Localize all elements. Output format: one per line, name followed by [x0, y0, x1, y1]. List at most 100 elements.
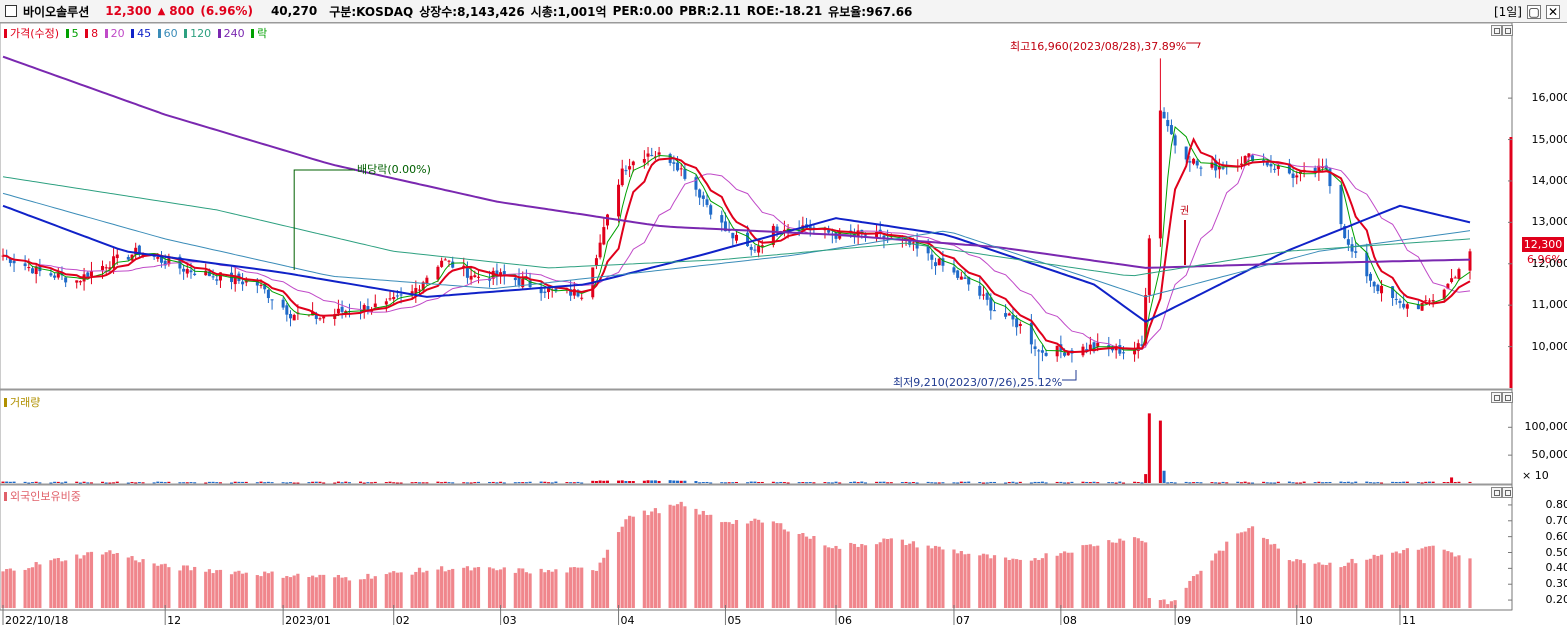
- candle: [978, 285, 982, 296]
- foreign-bar: [64, 560, 68, 608]
- candle: [8, 258, 12, 263]
- foreign-bar: [1007, 559, 1011, 608]
- volume-bar: [82, 481, 86, 483]
- volume-bar: [1236, 481, 1240, 483]
- candle: [204, 270, 208, 276]
- volume-maximize-icon[interactable]: [1491, 392, 1502, 403]
- candle: [1169, 125, 1173, 135]
- foreign-bar: [911, 541, 916, 608]
- restore-icon[interactable]: ▢: [1527, 4, 1541, 19]
- candle: [1195, 160, 1199, 166]
- foreign-bar: [185, 565, 189, 608]
- candle: [410, 291, 414, 295]
- volume-bar: [760, 481, 764, 483]
- foreign-bar: [668, 504, 672, 608]
- volume-bar: [1221, 481, 1225, 483]
- volume-bar: [64, 481, 68, 483]
- foreign-maximize-icon[interactable]: [1491, 487, 1502, 498]
- foreign-close-icon[interactable]: [1502, 487, 1513, 498]
- volume-bar: [886, 482, 890, 484]
- candle: [476, 276, 480, 278]
- volume-bar: [720, 482, 724, 484]
- volume-bar: [1015, 482, 1019, 484]
- volume-bar: [823, 482, 827, 484]
- foreign-bar: [1210, 560, 1214, 608]
- foreign-bar: [1188, 580, 1192, 608]
- volume-bar: [657, 480, 661, 483]
- volume-bar: [1110, 482, 1114, 484]
- candle: [1088, 344, 1092, 350]
- low-annotation: 최저9,210(2023/07/26),25.12%: [893, 376, 1063, 389]
- volume-bar: [5, 481, 9, 483]
- candle: [418, 289, 422, 291]
- foreign-bar: [727, 522, 731, 608]
- volume-close-icon[interactable]: [1502, 392, 1513, 403]
- volume-bar: [1059, 481, 1063, 483]
- volume-bar: [517, 482, 521, 484]
- candle: [735, 234, 738, 241]
- volume-bar: [757, 482, 761, 484]
- foreign-bar: [1214, 553, 1218, 608]
- foreign-bar: [281, 577, 285, 608]
- select-checkbox[interactable]: [5, 5, 17, 17]
- foreign-bar: [930, 548, 934, 608]
- current-price: 12,300: [105, 4, 152, 18]
- foreign-bar: [517, 568, 521, 608]
- volume-bar: [1007, 482, 1011, 484]
- candle: [698, 189, 702, 198]
- foreign-bar: [49, 560, 53, 608]
- candle: [137, 245, 141, 255]
- close-icon[interactable]: ✕: [1546, 4, 1560, 19]
- volume-bar: [491, 481, 495, 483]
- candle: [723, 221, 727, 232]
- stock-name[interactable]: 바이오솔루션: [23, 4, 90, 19]
- volume-bar: [1324, 482, 1328, 484]
- volume-bar: [104, 482, 108, 484]
- foreign-bar: [1295, 559, 1299, 608]
- volume-bar: [1192, 482, 1196, 484]
- foreign-bar: [554, 569, 558, 608]
- foreign-bar: [513, 572, 517, 608]
- candle: [580, 297, 584, 299]
- volume-bar: [1298, 482, 1302, 484]
- x-tick: 12: [167, 614, 182, 627]
- candle: [373, 303, 377, 308]
- price-y-tick: 16,000: [1531, 91, 1567, 105]
- candle: [963, 277, 967, 279]
- candle: [1262, 159, 1266, 161]
- volume-bar: [605, 480, 609, 483]
- volume-bar: [1114, 482, 1118, 484]
- candle: [241, 281, 245, 285]
- x-tick: 06: [838, 614, 853, 627]
- foreign-bar: [904, 545, 908, 608]
- candle: [1276, 165, 1280, 169]
- volume-bar: [167, 481, 171, 483]
- volume-bar: [565, 482, 569, 484]
- period-selector[interactable]: [1일]: [1493, 5, 1522, 19]
- candle: [1398, 300, 1402, 303]
- foreign-bar: [30, 567, 35, 608]
- foreign-bar: [675, 504, 680, 608]
- price-y-tick: 10,000: [1531, 339, 1567, 353]
- candle: [1192, 158, 1196, 164]
- volume-unit: × 10: [1522, 469, 1549, 482]
- foreign-bar: [1040, 558, 1045, 608]
- candle: [1251, 155, 1255, 162]
- volume-bar: [440, 482, 444, 484]
- volume-bar: [672, 480, 676, 483]
- foreign-bar: [60, 561, 64, 608]
- foreign-bar: [395, 572, 399, 608]
- candle: [49, 273, 53, 276]
- foreign-bar: [572, 567, 576, 608]
- x-tick: 09: [1177, 614, 1192, 627]
- panel-close-icon[interactable]: [1502, 25, 1513, 36]
- foreign-bar: [369, 578, 374, 608]
- candle: [602, 227, 606, 245]
- panel-maximize-icon[interactable]: [1491, 25, 1502, 36]
- volume-bar: [384, 482, 388, 484]
- volume-bar: [244, 481, 248, 483]
- candle: [440, 260, 444, 267]
- foreign-bar: [1092, 546, 1096, 608]
